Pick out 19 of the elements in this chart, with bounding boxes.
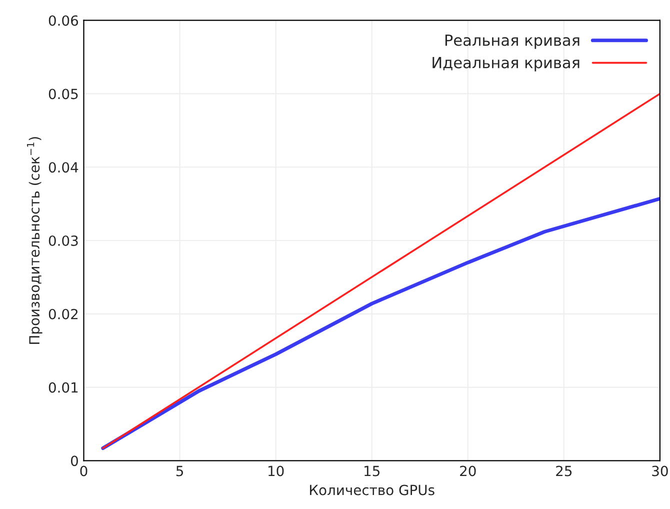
y-tick-label: 0.06 <box>48 15 78 26</box>
y-tick-label: 0.05 <box>48 88 78 100</box>
y-tick-label: 0.03 <box>48 235 78 246</box>
y-tick-label: 0.02 <box>48 308 78 320</box>
x-tick-label: 15 <box>364 466 380 476</box>
legend-label: Реальная кривая <box>445 34 580 49</box>
x-tick-label: 0 <box>80 466 88 476</box>
y-axis-title: Производительность (сек$^{−1}$) <box>26 137 42 344</box>
x-tick-label: 10 <box>268 466 284 476</box>
x-tick-label: 5 <box>176 466 183 476</box>
y-tick-label: 0 <box>70 456 78 466</box>
x-tick-label: 25 <box>556 466 572 476</box>
line-series <box>101 196 660 450</box>
x-axis-title: Количество GPUs <box>310 484 434 496</box>
y-tick-label: 0.01 <box>48 382 78 393</box>
x-tick-label: 20 <box>460 466 476 476</box>
y-tick-label: 0.04 <box>48 162 78 173</box>
legend-label: Идеальная кривая <box>432 57 580 72</box>
x-tick-label: 30 <box>652 466 668 476</box>
